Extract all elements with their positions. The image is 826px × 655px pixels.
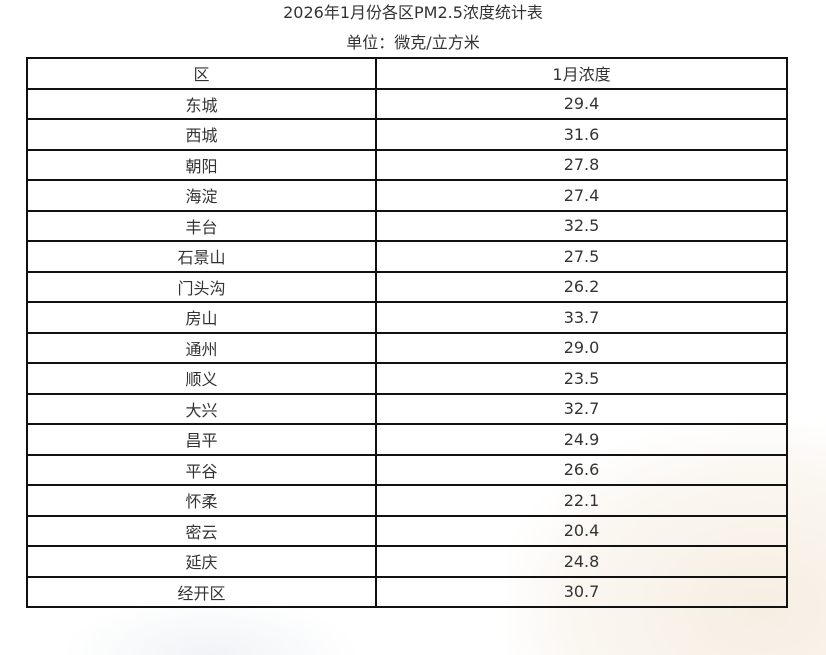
concentration-cell: 27.4 bbox=[375, 179, 788, 212]
district-cell: 顺义 bbox=[26, 362, 377, 395]
table-row: 经开区 30.7 bbox=[26, 575, 788, 608]
district-cell: 东城 bbox=[26, 87, 377, 120]
concentration-cell: 33.7 bbox=[375, 301, 788, 334]
table-row: 海淀 27.4 bbox=[26, 179, 788, 212]
table-row: 大兴 32.7 bbox=[26, 392, 788, 425]
concentration-cell: 32.7 bbox=[375, 392, 788, 425]
header-district: 区 bbox=[26, 57, 377, 90]
concentration-cell: 20.4 bbox=[375, 514, 788, 547]
table-row: 石景山 27.5 bbox=[26, 240, 788, 273]
district-cell: 平谷 bbox=[26, 453, 377, 486]
table-row: 朝阳 27.8 bbox=[26, 148, 788, 181]
table-row: 平谷 26.6 bbox=[26, 453, 788, 486]
pm25-table: 区 1月浓度 东城 29.4 西城 31.6 朝阳 27.8 海淀 27.4 丰台 32.5 石景山… bbox=[26, 57, 788, 608]
district-cell: 房山 bbox=[26, 301, 377, 334]
table-header-row: 区 1月浓度 bbox=[26, 57, 788, 90]
table-row: 延庆 24.8 bbox=[26, 545, 788, 578]
district-cell: 丰台 bbox=[26, 209, 377, 242]
district-cell: 通州 bbox=[26, 331, 377, 364]
page-title: 2026年1月份各区PM2.5浓度统计表 bbox=[283, 3, 543, 22]
table-row: 门头沟 26.2 bbox=[26, 270, 788, 303]
district-cell: 门头沟 bbox=[26, 270, 377, 303]
concentration-cell: 24.8 bbox=[375, 545, 788, 578]
concentration-cell: 30.7 bbox=[375, 575, 788, 608]
table-row: 西城 31.6 bbox=[26, 118, 788, 151]
table-row: 通州 29.0 bbox=[26, 331, 788, 364]
concentration-cell: 29.0 bbox=[375, 331, 788, 364]
district-cell: 延庆 bbox=[26, 545, 377, 578]
concentration-cell: 27.8 bbox=[375, 148, 788, 181]
district-cell: 海淀 bbox=[26, 179, 377, 212]
concentration-cell: 27.5 bbox=[375, 240, 788, 273]
table-row: 丰台 32.5 bbox=[26, 209, 788, 242]
unit-label: 单位：微克/立方米 bbox=[346, 33, 480, 52]
concentration-cell: 32.5 bbox=[375, 209, 788, 242]
table-row: 怀柔 22.1 bbox=[26, 484, 788, 517]
table-row: 密云 20.4 bbox=[26, 514, 788, 547]
district-cell: 昌平 bbox=[26, 423, 377, 456]
concentration-cell: 24.9 bbox=[375, 423, 788, 456]
concentration-cell: 26.6 bbox=[375, 453, 788, 486]
district-cell: 经开区 bbox=[26, 575, 377, 608]
district-cell: 怀柔 bbox=[26, 484, 377, 517]
district-cell: 密云 bbox=[26, 514, 377, 547]
concentration-cell: 29.4 bbox=[375, 87, 788, 120]
header-concentration: 1月浓度 bbox=[375, 57, 788, 90]
concentration-cell: 22.1 bbox=[375, 484, 788, 517]
table-row: 昌平 24.9 bbox=[26, 423, 788, 456]
table-row: 房山 33.7 bbox=[26, 301, 788, 334]
concentration-cell: 26.2 bbox=[375, 270, 788, 303]
district-cell: 石景山 bbox=[26, 240, 377, 273]
district-cell: 朝阳 bbox=[26, 148, 377, 181]
district-cell: 大兴 bbox=[26, 392, 377, 425]
concentration-cell: 23.5 bbox=[375, 362, 788, 395]
district-cell: 西城 bbox=[26, 118, 377, 151]
table-row: 顺义 23.5 bbox=[26, 362, 788, 395]
table-row: 东城 29.4 bbox=[26, 87, 788, 120]
concentration-cell: 31.6 bbox=[375, 118, 788, 151]
